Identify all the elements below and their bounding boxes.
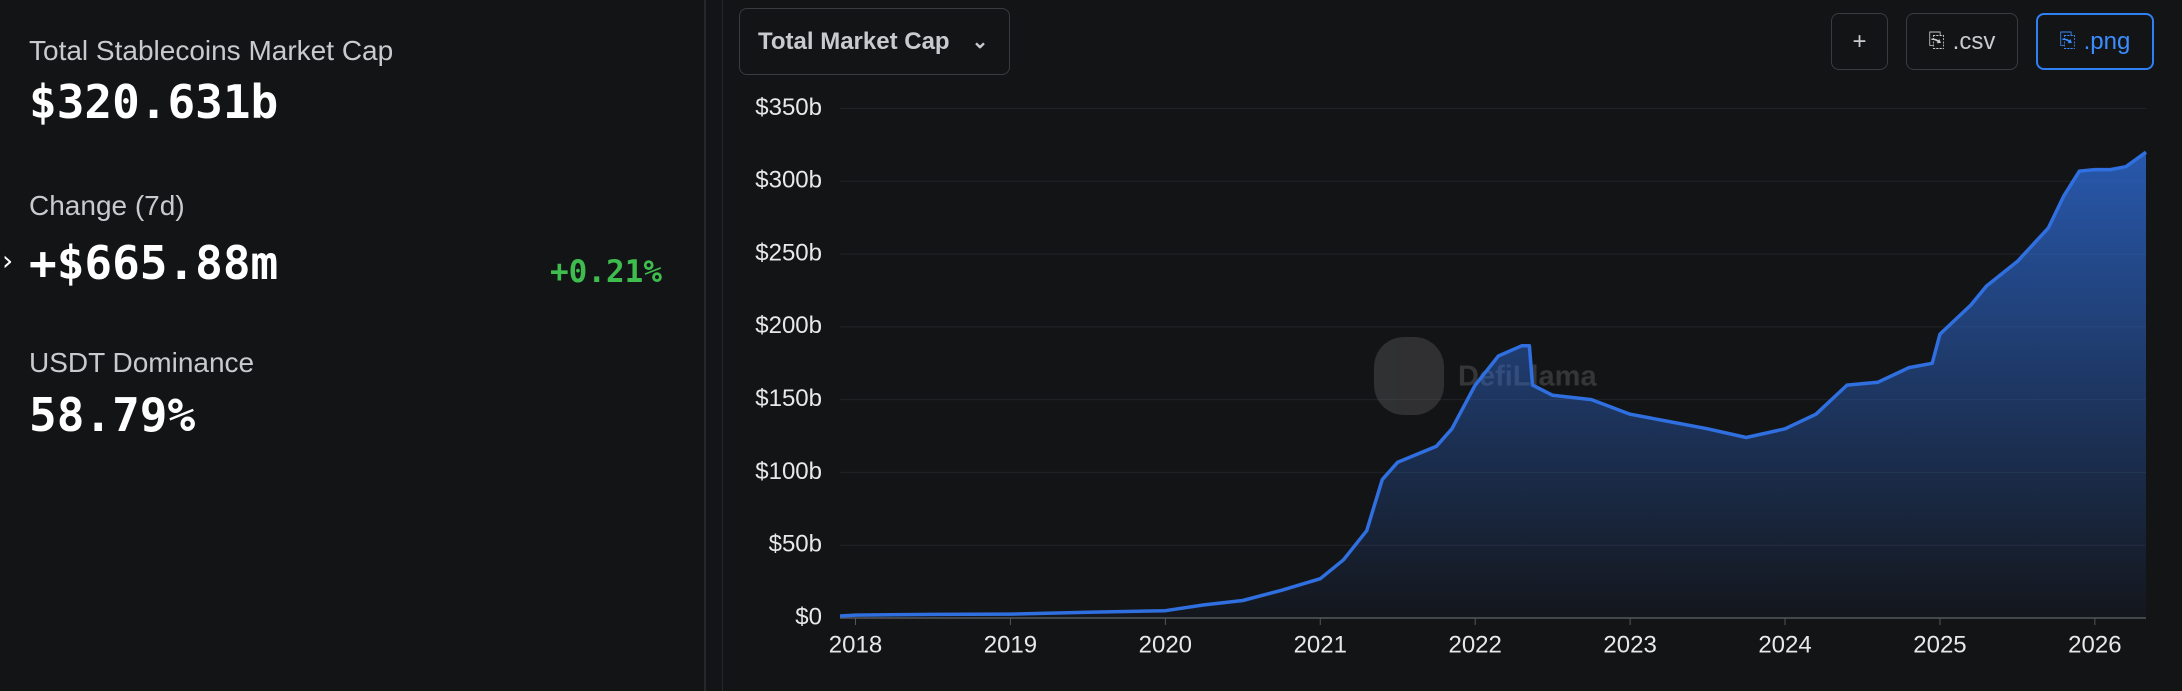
icon: ⎘ <box>1928 30 1945 52</box>
y-tick-label: $100b <box>755 458 822 485</box>
y-tick-label: $50b <box>769 531 822 558</box>
x-tick-label: 2018 <box>829 631 882 658</box>
area <box>840 152 2146 618</box>
expand-chevron[interactable]: › <box>2 244 14 277</box>
x-tick-label: 2019 <box>984 631 1037 658</box>
y-tick-label: $200b <box>755 312 822 339</box>
market-cap-value: $320.631b <box>29 75 279 129</box>
x-tick-label: 2021 <box>1294 631 1347 658</box>
watermark-logo <box>1374 337 1444 415</box>
x-tick-label: 2024 <box>1758 631 1811 658</box>
x-tick-label: 2023 <box>1603 631 1656 658</box>
add-button[interactable]: + <box>1831 13 1888 70</box>
x-tick-label: 2025 <box>1913 631 1966 658</box>
dominance-label: USDT Dominance <box>29 347 255 378</box>
add-label: + <box>1852 27 1867 55</box>
divider <box>722 0 723 691</box>
dropdown[interactable]: Total Market Cap ⌄ <box>739 8 1010 75</box>
y-tick-label: $300b <box>755 167 822 194</box>
x-tick-label: 2026 <box>2068 631 2121 658</box>
y-tick-label: $0 <box>795 603 822 630</box>
market-cap-label: Total Stablecoins Market Cap <box>29 35 394 66</box>
dropdown-label: Total Market Cap <box>758 27 950 55</box>
divider <box>704 0 706 691</box>
icon: ⎘ <box>2059 30 2076 52</box>
y-tick-label: $250b <box>755 239 822 266</box>
change-percent: +0.21% <box>550 254 662 290</box>
csv-button[interactable]: ⎘ .csv <box>1906 13 2018 70</box>
png-button[interactable]: ⎘ .png <box>2036 13 2154 70</box>
png-label: .png <box>2083 27 2131 55</box>
csv-label: .csv <box>1952 27 1996 55</box>
y-tick-label: $150b <box>755 385 822 412</box>
line <box>839 150 2148 618</box>
change-label: Change (7d) <box>29 190 185 221</box>
y-tick-label: $350b <box>755 94 822 121</box>
dropdown-caret: ⌄ <box>971 31 989 53</box>
x-tick-label: 2020 <box>1139 631 1192 658</box>
x-tick-label: 2022 <box>1448 631 1501 658</box>
dominance-value: 58.79% <box>29 388 196 442</box>
change-value: +$665.88m <box>29 236 279 290</box>
